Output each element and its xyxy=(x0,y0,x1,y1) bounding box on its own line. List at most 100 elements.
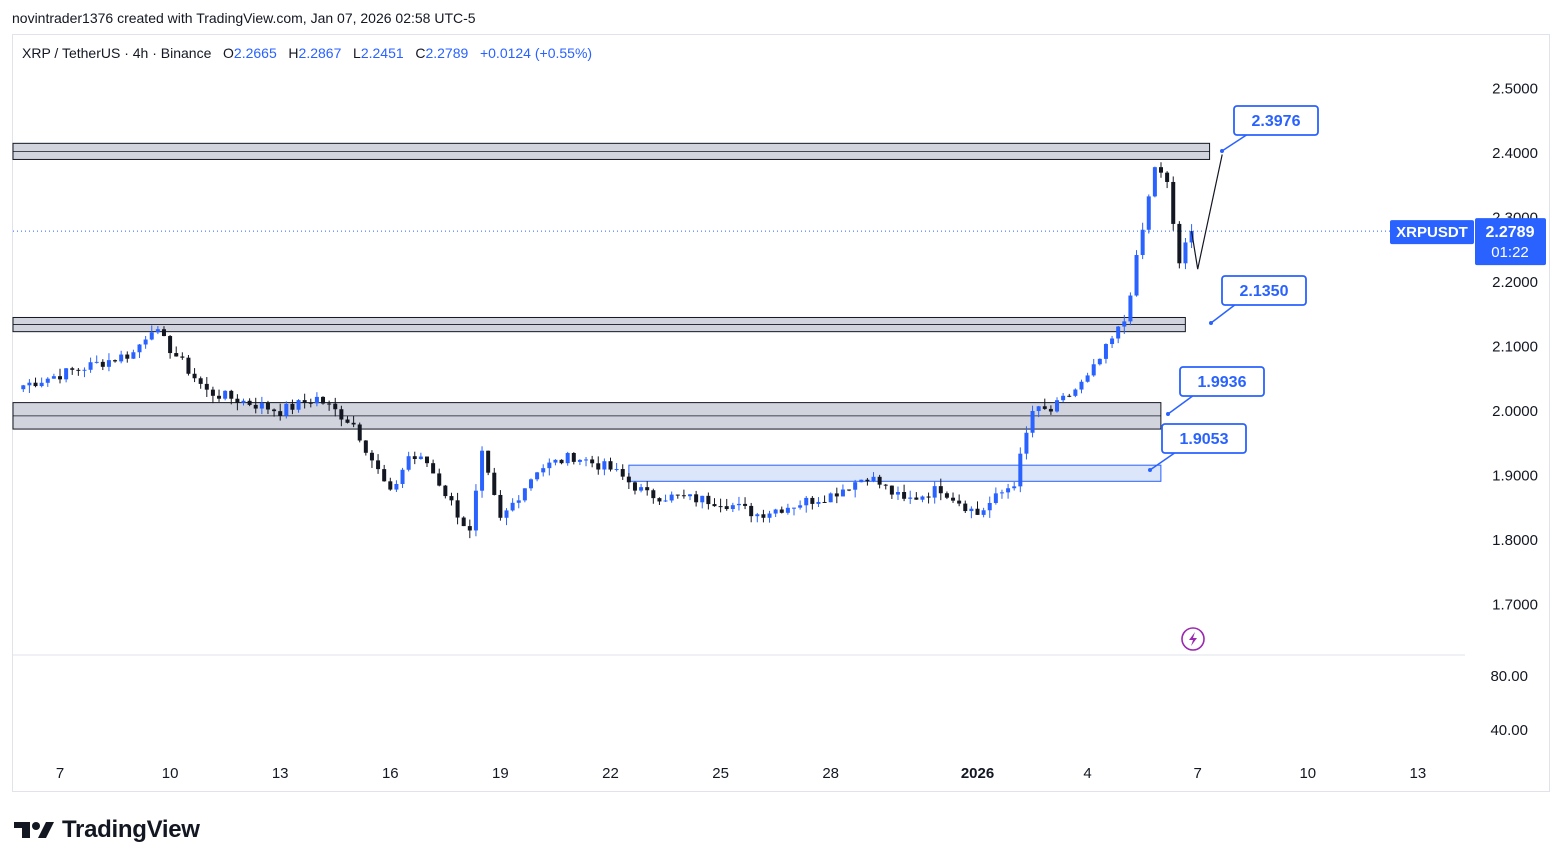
candle-body xyxy=(718,506,723,508)
high-value: 2.2867 xyxy=(298,45,342,61)
candle-body xyxy=(938,486,943,494)
symbol-legend[interactable]: XRP / TetherUS · 4h · Binance O2.2665 H2… xyxy=(22,45,592,61)
callout-box xyxy=(1221,275,1307,306)
callout-pointer xyxy=(1149,451,1177,471)
candle-body xyxy=(235,398,240,403)
callout-dot xyxy=(1220,149,1224,153)
candle-body xyxy=(357,424,362,441)
candle-body xyxy=(137,344,142,353)
candle-body xyxy=(645,487,650,491)
candle-body xyxy=(957,500,962,504)
x-tick-label: 22 xyxy=(602,765,619,782)
candle-body xyxy=(192,373,197,379)
candle-body xyxy=(902,492,907,499)
candle-body xyxy=(584,459,589,461)
candle-body xyxy=(859,479,864,483)
y-tick-label: 1.9000 xyxy=(1492,468,1538,485)
callout-pointer xyxy=(1167,394,1195,415)
candle-body xyxy=(168,336,173,354)
candle-body xyxy=(504,510,509,518)
change-value: +0.0124 (+0.55%) xyxy=(479,45,593,61)
candle-body xyxy=(473,490,478,531)
candle-body xyxy=(437,473,442,486)
candle-body xyxy=(1024,432,1029,454)
candle-body xyxy=(382,469,387,482)
x-tick-label: 7 xyxy=(1194,765,1202,782)
candle-body xyxy=(730,505,735,510)
candle-body xyxy=(1030,411,1035,433)
callout-label: 1.9053 xyxy=(1180,431,1229,448)
level-callout: 1.9936 xyxy=(1166,366,1265,416)
candle-body xyxy=(1048,408,1053,412)
candle-body xyxy=(119,354,124,362)
candle-body xyxy=(333,403,338,410)
projection-line xyxy=(1191,154,1223,270)
candle-body xyxy=(149,332,154,340)
candle-body xyxy=(706,495,711,505)
candle-body xyxy=(773,509,778,514)
low-value: 2.2451 xyxy=(360,45,404,61)
candle-body xyxy=(553,459,558,463)
x-tick-label: 7 xyxy=(56,765,64,782)
candle-body xyxy=(914,497,919,500)
candle-body xyxy=(492,472,497,495)
candle-body xyxy=(351,422,356,425)
y-tick-label: 2.0000 xyxy=(1492,403,1538,420)
candle-body xyxy=(883,484,888,486)
candle-body xyxy=(1171,181,1176,224)
candle-body xyxy=(431,463,436,474)
candle-body xyxy=(82,369,87,371)
candle-body xyxy=(113,360,118,362)
candle-body xyxy=(131,352,136,359)
candle-body xyxy=(308,402,313,404)
candle-body xyxy=(498,494,503,518)
x-tick-label: 16 xyxy=(382,765,399,782)
tradingview-logo[interactable]: TradingView xyxy=(14,816,200,844)
candle-body xyxy=(376,460,381,470)
candle-body xyxy=(217,395,222,399)
candle-body xyxy=(1079,381,1084,390)
candle-body xyxy=(321,396,326,404)
level-callouts: 2.3976 2.1350 1.9936 1.9053 xyxy=(1148,105,1319,472)
candle-body xyxy=(1146,196,1151,230)
y-tick-label: 1.7000 xyxy=(1492,597,1538,614)
candle-body xyxy=(45,378,50,383)
candle-body xyxy=(100,361,105,367)
candle-body xyxy=(1116,326,1121,339)
candle-body xyxy=(143,339,148,345)
candle-body xyxy=(608,461,613,470)
bar-countdown-label: 01:22 xyxy=(1491,244,1529,261)
candle-body xyxy=(1012,486,1017,489)
candle-body xyxy=(712,504,717,507)
candle-body xyxy=(749,505,754,517)
candle-body xyxy=(528,479,533,489)
x-tick-label: 28 xyxy=(822,765,839,782)
candle-body xyxy=(675,494,680,496)
open-value: 2.2665 xyxy=(233,45,277,61)
candle-body xyxy=(247,400,252,405)
y-tick-label: 1.8000 xyxy=(1492,532,1538,549)
candle-body xyxy=(241,400,246,403)
projection-path xyxy=(1191,154,1223,270)
candle-body xyxy=(486,450,491,473)
candle-body xyxy=(1189,231,1194,243)
lightning-icon[interactable] xyxy=(1181,627,1205,651)
candle-body xyxy=(155,329,160,333)
candle-body xyxy=(779,509,784,513)
candle-body xyxy=(412,456,417,460)
candle-body xyxy=(302,400,307,403)
candle-body xyxy=(64,368,69,380)
oscillator-tick-label: 80.00 xyxy=(1490,668,1528,685)
candle-body xyxy=(296,400,301,410)
candle-body xyxy=(106,360,111,367)
candle-body xyxy=(253,404,258,409)
candle-body xyxy=(1091,364,1096,376)
callout-box xyxy=(1161,423,1247,454)
candle-body xyxy=(278,411,283,416)
candle-body xyxy=(58,376,62,380)
candle-body xyxy=(223,390,228,399)
last-price-badge xyxy=(1475,218,1546,266)
candle-body xyxy=(186,357,191,374)
symbol-label: XRP / TetherUS · 4h · Binance xyxy=(22,45,212,61)
